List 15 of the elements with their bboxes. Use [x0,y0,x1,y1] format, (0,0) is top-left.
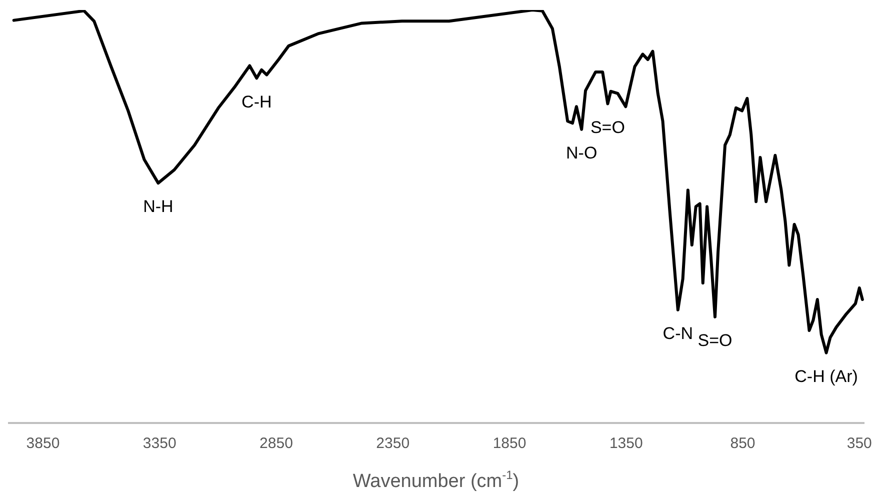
annotation: N-O [566,144,598,163]
x-tick-label: 2850 [260,435,293,452]
x-tick-label: 3850 [26,435,60,452]
annotation: C-N [662,324,694,344]
x-tick-label: 2350 [376,435,410,452]
x-tick-label: 850 [730,435,756,452]
x-tick-label: 1350 [609,435,643,452]
annotation: C-H (Ar) [794,366,858,386]
annotation: N-H [143,197,174,216]
annotation: S=O [590,118,625,137]
x-tick-label: 1850 [492,435,526,452]
x-tick-label: 3350 [142,435,176,452]
x-tick-label: 350 [846,435,872,452]
annotation: S=O [698,331,732,350]
annotation: C-H [242,92,272,112]
